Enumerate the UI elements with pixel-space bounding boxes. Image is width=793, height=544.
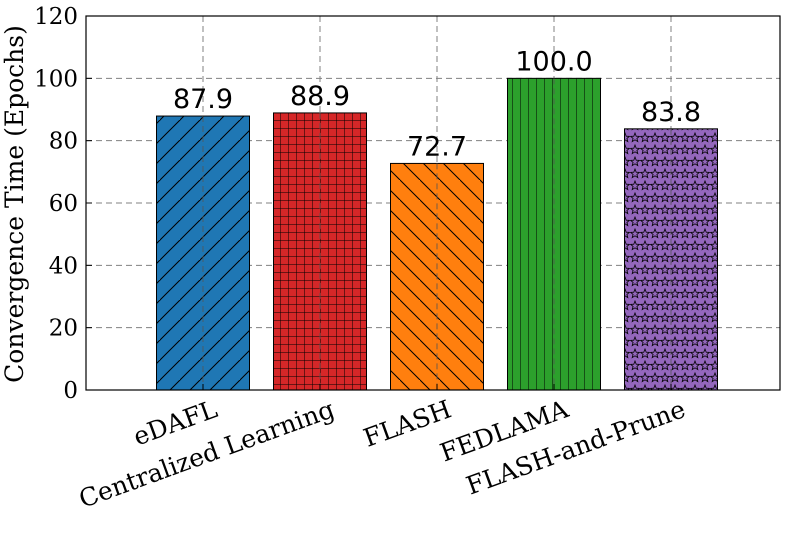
y-tick-label: 20 xyxy=(49,316,78,342)
value-label-centralized-learning: 88.9 xyxy=(290,81,350,112)
y-tick-label: 80 xyxy=(49,129,78,155)
y-tick-label: 60 xyxy=(49,191,78,217)
plot-frame xyxy=(85,15,781,391)
y-tick-label: 40 xyxy=(49,253,78,279)
y-tick-label: 120 xyxy=(34,4,78,30)
value-label-flash-and-prune: 83.8 xyxy=(641,97,701,128)
y-tick-label: 0 xyxy=(63,378,78,404)
value-label-edafl: 87.9 xyxy=(173,84,233,115)
y-axis-title: Convergence Time (Epochs) xyxy=(0,25,29,383)
bars xyxy=(156,77,718,391)
y-axis-ticks: 0 20 40 60 80 100 120 xyxy=(34,4,92,404)
value-labels: 87.9 88.9 72.7 100.0 83.8 xyxy=(173,46,701,162)
value-label-flash: 72.7 xyxy=(407,131,467,162)
y-tick-label: 100 xyxy=(34,66,78,92)
value-label-fedlama: 100.0 xyxy=(515,46,592,77)
